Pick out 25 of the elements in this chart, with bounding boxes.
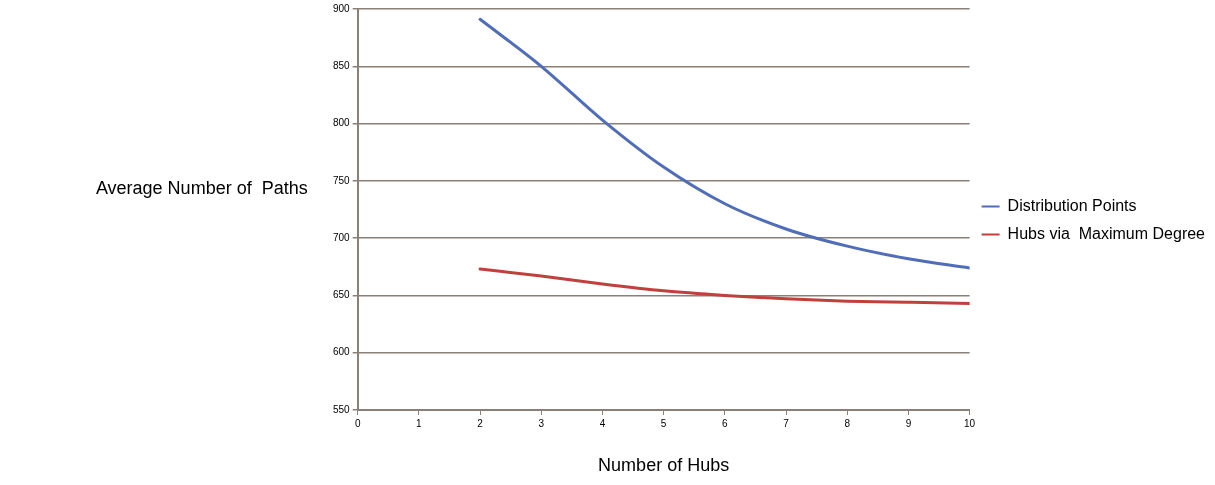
x-tick-label: 0 [354,417,361,429]
y-tick-label: 700 [333,231,351,243]
x-tick-label: 7 [783,417,790,429]
x-tick-label: 1 [416,417,423,429]
line-series [478,17,970,270]
y-tick-label: 750 [333,174,351,186]
y-tick-label: 650 [333,289,351,301]
x-tick-label: 4 [599,417,606,429]
x-tick-label: 9 [905,417,912,429]
x-tick-label: 10 [964,417,976,429]
x-tick-label: 5 [660,417,667,429]
x-tick-label: 8 [844,417,851,429]
y-tick-label: 850 [333,60,351,72]
legend-label: Distribution Points [1007,196,1137,214]
x-tick-label: 6 [722,417,729,429]
line-series [478,267,970,305]
y-tick-label: 550 [333,403,351,415]
x-tick-label: 3 [538,417,545,429]
y-tick-label: 800 [333,117,351,129]
legend-label: Hubs via Maximum Degree [1007,224,1206,242]
y-tick-label: 600 [333,346,351,358]
y-tick-label: 900 [333,2,351,14]
x-tick-label: 2 [477,417,484,429]
y-axis-title: Average Number of Paths [95,178,308,199]
x-axis-title: Number of Hubs [598,454,730,475]
